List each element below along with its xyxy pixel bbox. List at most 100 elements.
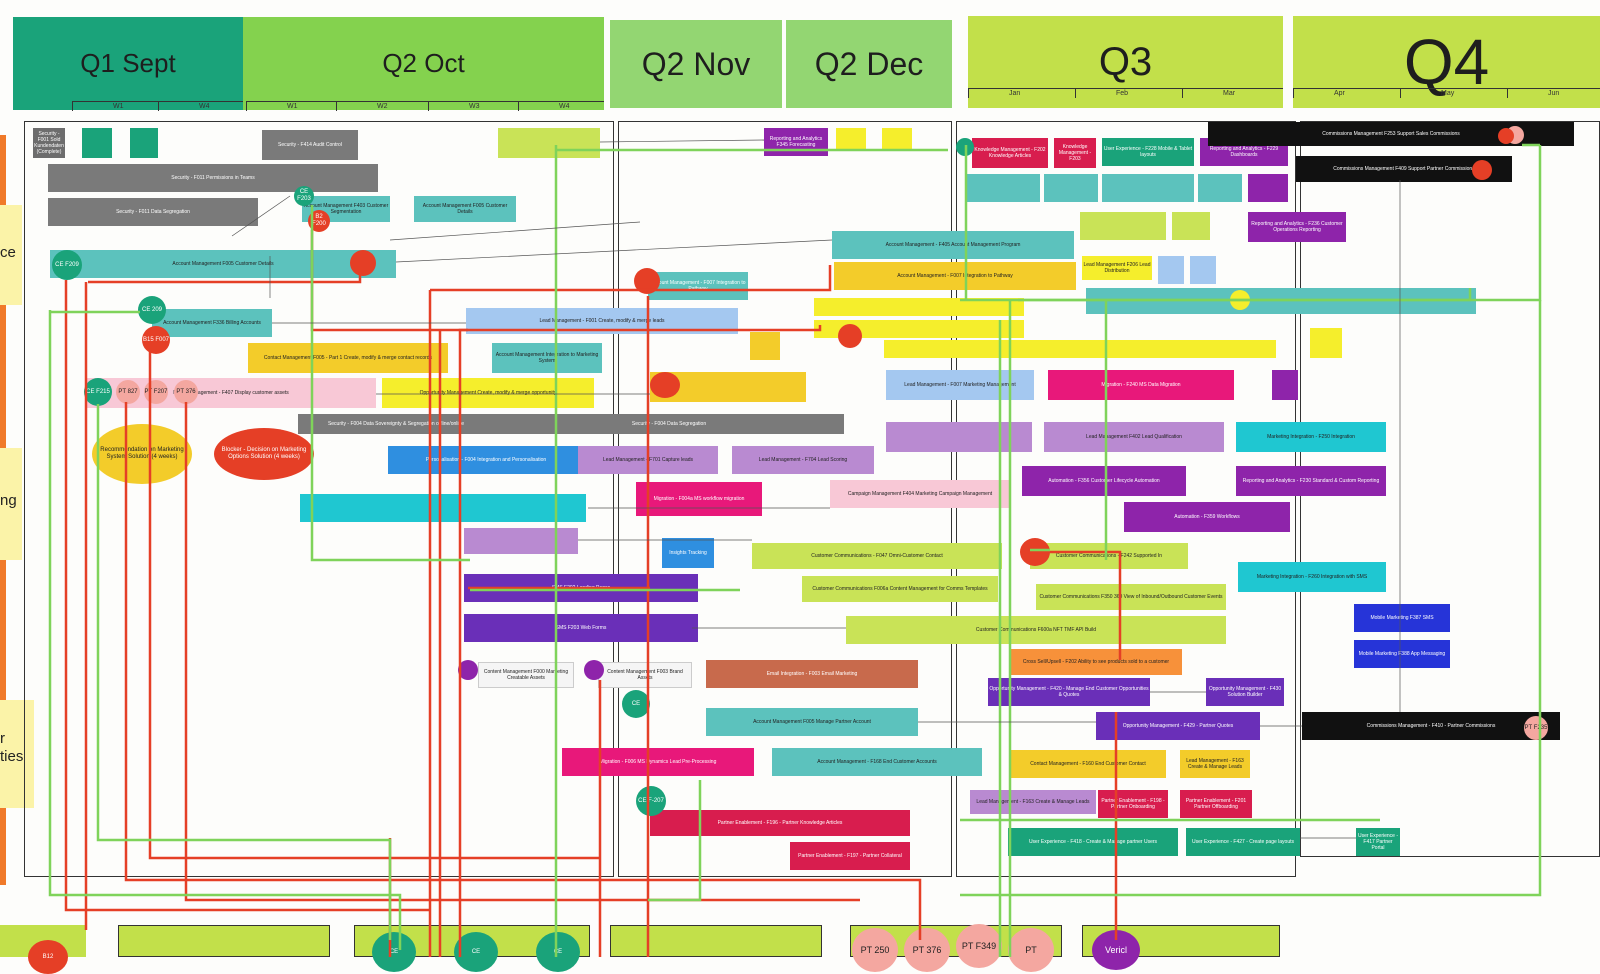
card-pe-f196[interactable]: Partner Enablement - F196 - Partner Know… [650,810,910,836]
card-content-f000[interactable]: Content Management F000 Marketing Creata… [478,662,574,688]
ce-badge[interactable]: CE F203 [294,186,314,206]
card-security-f004-b[interactable]: Security - F004 Data Segregation [494,414,844,434]
card-security-f414[interactable]: Security - F414 Audit Control [262,130,358,160]
card-pe-f197[interactable]: Partner Enablement - F197 - Partner Coll… [790,842,910,870]
card-knowledge-f202[interactable]: Knowledge Management - F202 Knowledge Ar… [972,138,1048,168]
card-account-f007[interactable]: Account Management - F007 Integration to… [834,262,1076,290]
card-automation-f359[interactable]: Automation - F359 Workflows [1124,502,1290,532]
card-ux-f418[interactable]: User Experience - F418 - Create & Manage… [1008,828,1178,856]
card-commissions-f410[interactable]: Commissions Management - F410 - Partner … [1302,712,1560,740]
card-account-teal-q3-2[interactable] [1044,174,1098,202]
card-yellow-bar-2[interactable] [814,320,1024,338]
blocker-badge[interactable] [650,372,680,398]
card-account-f168[interactable]: Account Management - F168 End Customer A… [772,748,982,776]
card-personalisation-f004[interactable]: Personalisation - F004 Integration and P… [388,446,584,474]
card-yellow-small-2[interactable] [882,128,912,150]
card-opp-f420[interactable]: Opportunity Management - F420 - Manage E… [988,678,1150,706]
purple-badge[interactable] [584,660,604,680]
blocker-badge[interactable]: B2 F200 [308,210,330,232]
card-content-f003[interactable]: Content Management F003 Brand Assets [598,662,692,688]
card-yellow-small-1[interactable] [836,128,866,150]
card-orange-small[interactable] [750,332,780,360]
card-lead-f402[interactable]: Lead Management F402 Lead Qualification [1044,422,1224,452]
card-purple-light-1[interactable] [886,422,1032,452]
card-account-f005-wide[interactable]: Account Management F005 Customer Details [50,250,396,278]
card-integration-f260[interactable]: Marketing Integration - F260 Integration… [1238,562,1386,592]
blocker-badge[interactable] [350,250,376,276]
card-cc-f006a[interactable]: Customer Communications F006a Content Ma… [802,576,998,602]
ce-badge[interactable]: CE 209 [138,296,166,324]
card-email-f003[interactable]: Email Integration - F003 Email Marketing [706,660,918,688]
card-yellow-bar-3[interactable] [884,340,1276,358]
blocker-badge[interactable] [1498,128,1514,144]
card-lead-f163[interactable]: Lead Management - F163 Create & Manage L… [970,790,1096,814]
card-account-f005-partner[interactable]: Account Management F005 Manage Partner A… [706,708,918,736]
card-reporting-f236[interactable]: Reporting and Analytics - F236 Customer … [1248,212,1346,242]
card-reporting-purple-q4[interactable] [1272,370,1298,400]
card-security-f011-teams[interactable]: Security - F011 Permissions in Teams [48,164,378,192]
card-automation-f356[interactable]: Automation - F356 Customer Lifecycle Aut… [1022,466,1186,496]
card-ux-f417[interactable]: User Experience - F417 Partner Portal [1356,828,1400,856]
card-cc-f350[interactable]: Customer Communications F350 360 View of… [1036,584,1226,610]
ce-badge[interactable]: CE F215 [84,378,112,406]
pt-badge[interactable]: PT 376 [174,380,198,404]
ce-badge[interactable]: CE [622,690,650,718]
card-green-q3-2[interactable] [1172,212,1210,240]
ce-badge[interactable]: CE F209 [52,250,82,280]
card-account-teal-q3-1[interactable] [966,174,1040,202]
card-opp-f429[interactable]: Opportunity Management - F429 - Partner … [1096,712,1260,740]
card-reporting-f230[interactable]: Reporting and Analytics - F230 Standard … [1236,466,1386,496]
card-contact-f005[interactable]: Contact Management F005 - Part 1 Create,… [248,343,448,373]
card-pe-f198[interactable]: Partner Enablement - F198 - Partner Onbo… [1098,790,1168,818]
pt-badge[interactable]: PT F235 [1524,716,1548,740]
card-sms-f203[interactable]: SMS F203 Web Forms [464,614,698,642]
card-account-integration[interactable]: Account Management Integration to Market… [492,343,602,373]
card-cc-f242[interactable]: Customer Communications - F242 Supported… [1030,543,1188,569]
card-lead-f163-yellow[interactable]: Lead Management - F163 Create & Manage L… [1180,750,1250,778]
card-mobile-f387[interactable]: Mobile Marketing F387 SMS [1354,604,1450,632]
card-knowledge-f203[interactable]: Knowledge Management - F203 [1054,138,1096,168]
card-lead-f206[interactable]: Lead Management F206 Lead Distribution [1082,256,1152,280]
blocker-badge[interactable] [1472,160,1492,180]
blocker-badge[interactable]: B15 F007 [142,326,170,354]
card-migration-f004a[interactable]: Migration - F004a MS workflow migration [636,482,762,516]
recommendation-ellipse[interactable]: Recommendation on Marketing System Solut… [92,424,192,484]
card-account-teal-q3-3[interactable] [1102,174,1194,202]
card-cross-sell-f202[interactable]: Cross Sell/Upsell - F202 Ability to see … [1010,649,1182,675]
card-ux-f228[interactable]: User Experience - F228 Mobile & Tablet l… [1102,138,1194,166]
card-lead-purple-small[interactable] [464,528,578,554]
card-security-f001[interactable]: Security - F001 Sold Kundendaten (Comple… [33,128,65,158]
card-mobile-f388[interactable]: Mobile Marketing F388 App Messaging [1354,640,1450,668]
card-green-q3-1[interactable] [1080,212,1166,240]
ce-badge[interactable]: CE F-207 [636,786,666,816]
card-cc-f600a[interactable]: Customer Communications F600a NFT TMF AP… [846,616,1226,644]
pt-badge[interactable]: PT F207 [144,380,168,404]
card-account-f403[interactable]: Account Management F403 Customer Segment… [302,196,390,222]
card-account-teal-q3-4[interactable] [1198,174,1242,202]
blocker-ellipse[interactable]: Blocker - Decision on Marketing Options … [214,428,314,480]
card-yellow-q4-small[interactable] [1310,328,1342,358]
card-opportunity-yellow[interactable]: Opportunity Management Create, modify & … [382,378,594,408]
card-opp-f430[interactable]: Opportunity Management - F430 Solution B… [1206,678,1284,706]
card-customer-communications-top[interactable] [498,128,600,158]
card-account-f405[interactable]: Account Management - F405 Account Manage… [832,231,1074,259]
card-pe-f201[interactable]: Partner Enablement - F201 Partner Offboa… [1180,790,1252,818]
card-yellow-bar-1[interactable] [814,298,1024,316]
card-reporting-purple-small[interactable] [1248,174,1288,202]
card-account-f336[interactable]: Account Management F336 Billing Accounts [152,309,272,337]
card-lead-f704[interactable]: Lead Management - F704 Lead Scoring [732,446,874,474]
card-campaign-f404[interactable]: Campaign Management F404 Marketing Campa… [830,480,1010,508]
card-cc-f047[interactable]: Customer Communications - F047 Omni-Cust… [752,543,1002,569]
card-migration-f240[interactable]: Migration - F240 MS Data Migration [1048,370,1234,400]
pt-badge[interactable]: PT 827 [116,380,140,404]
card-ux-1[interactable] [82,128,112,158]
card-blue-q3-2[interactable] [1190,256,1216,284]
blocker-badge[interactable] [838,324,862,348]
card-cyan-wide[interactable] [300,494,586,522]
card-account-teal-top[interactable]: Account Management F005 Customer Details [414,196,516,222]
card-security-f011-data[interactable]: Security - F011 Data Segregation [48,198,258,226]
card-reporting-f345[interactable]: Reporting and Analytics F345 Forecasting [764,128,828,156]
card-integration-f250[interactable]: Marketing Integration - F250 Integration [1236,422,1386,452]
card-contact-f160[interactable]: Contact Management - F160 End Customer C… [1010,750,1166,778]
card-blue-q3-1[interactable] [1158,256,1184,284]
